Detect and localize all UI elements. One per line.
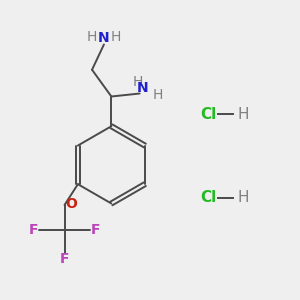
Text: N: N (137, 81, 148, 95)
Text: H: H (87, 30, 97, 44)
Text: F: F (90, 223, 100, 237)
Text: O: O (65, 196, 77, 211)
Text: H: H (152, 88, 163, 102)
Text: H: H (111, 30, 121, 44)
Text: N: N (98, 31, 110, 45)
Text: Cl: Cl (200, 190, 217, 205)
Text: F: F (60, 252, 69, 266)
Text: H: H (238, 190, 249, 205)
Text: H: H (238, 107, 249, 122)
Text: Cl: Cl (200, 107, 217, 122)
Text: F: F (29, 223, 39, 237)
Text: H: H (133, 75, 143, 89)
